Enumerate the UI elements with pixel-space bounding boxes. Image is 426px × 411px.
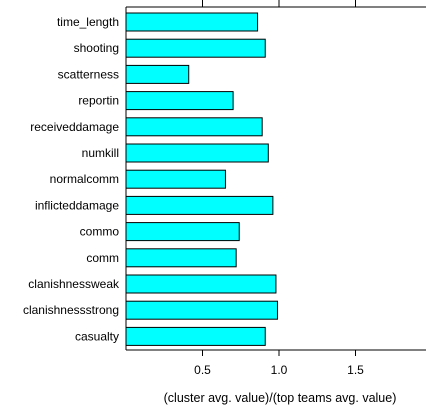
category-label: normalcomm bbox=[50, 172, 119, 186]
bar-shooting bbox=[125, 38, 266, 58]
category-label: comm bbox=[86, 251, 119, 265]
category-label: receiveddamage bbox=[30, 120, 119, 134]
category-labels: time_length shooting scatterness reportin re… bbox=[23, 15, 120, 343]
bar-casualty bbox=[125, 326, 266, 346]
x-axis-ticks: 0.5 1.0 1.5 bbox=[194, 0, 364, 377]
bar-scatterness bbox=[125, 64, 190, 84]
x-axis-title: (cluster avg. value)/(top teams avg. val… bbox=[164, 391, 397, 405]
category-label: clanishnessweak bbox=[28, 277, 120, 291]
bar-clanishnessstrong bbox=[125, 300, 278, 320]
category-label: casualty bbox=[75, 329, 119, 343]
x-tick-label: 1.5 bbox=[347, 363, 364, 377]
category-label: reportin bbox=[78, 94, 119, 108]
x-tick-label: 1.0 bbox=[271, 363, 288, 377]
category-label: scatterness bbox=[58, 67, 119, 81]
bar-time-length bbox=[125, 12, 259, 32]
category-label: shooting bbox=[74, 41, 119, 55]
category-label: inflicteddamage bbox=[35, 198, 119, 212]
bar-normalcomm bbox=[125, 169, 226, 189]
bars-group bbox=[125, 12, 278, 346]
bar-clanishnessweak bbox=[125, 274, 277, 294]
bar-reportin bbox=[125, 91, 234, 111]
category-label: commo bbox=[80, 225, 120, 239]
x-tick-label: 0.5 bbox=[194, 363, 211, 377]
bar-commo bbox=[125, 222, 240, 242]
category-label: time_length bbox=[57, 15, 119, 29]
bar-receiveddamage bbox=[125, 117, 263, 137]
bar-comm bbox=[125, 248, 237, 268]
bar-numkill bbox=[125, 143, 269, 163]
bar-inflicteddamage bbox=[125, 195, 274, 215]
category-label: clanishnessstrong bbox=[23, 303, 119, 317]
category-label: numkill bbox=[82, 146, 119, 160]
